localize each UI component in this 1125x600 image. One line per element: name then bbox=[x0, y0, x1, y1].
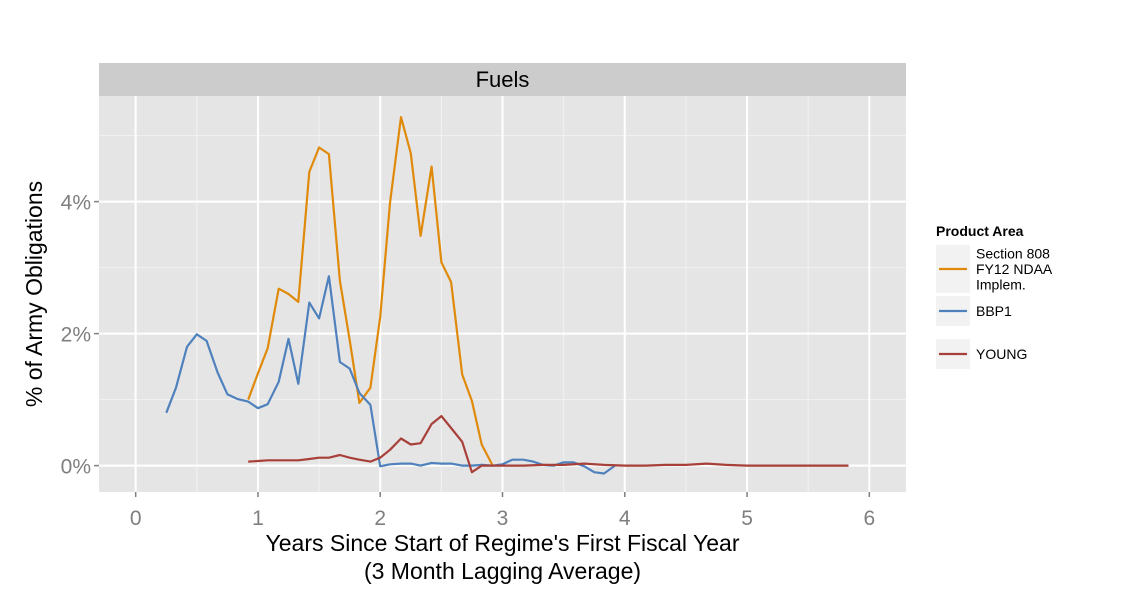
x-tick-label: 0 bbox=[130, 507, 142, 530]
series-line bbox=[248, 415, 849, 474]
y-tick-label: 2% bbox=[61, 324, 91, 347]
x-axis: 0 1 2 3 4 5 6 bbox=[130, 492, 875, 530]
x-tick-label: 3 bbox=[497, 507, 509, 530]
x-tick-label: 5 bbox=[741, 507, 753, 530]
series-line bbox=[247, 115, 494, 467]
x-axis-subtitle: (3 Month Lagging Average) bbox=[364, 558, 641, 584]
facet-strip-label: Fuels bbox=[476, 67, 530, 92]
legend-label: Implem. bbox=[976, 277, 1026, 293]
legend-title: Product Area bbox=[936, 223, 1024, 239]
facet-strip bbox=[99, 63, 906, 96]
legend-label: FY12 NDAA bbox=[976, 261, 1053, 277]
y-tick-label: 4% bbox=[61, 192, 91, 215]
x-tick-label: 2 bbox=[374, 507, 386, 530]
y-axis: 0% 2% 4% bbox=[61, 192, 99, 479]
y-tick-label: 0% bbox=[61, 456, 91, 479]
legend-label: Section 808 bbox=[976, 246, 1050, 262]
legend-label: BBP1 bbox=[976, 303, 1012, 319]
x-axis-title: Years Since Start of Regime's First Fisc… bbox=[266, 530, 740, 556]
x-tick-label: 6 bbox=[863, 507, 875, 530]
x-tick-label: 4 bbox=[619, 507, 631, 530]
series-line bbox=[165, 275, 616, 475]
major-gridlines bbox=[99, 96, 906, 492]
legend-label: YOUNG bbox=[976, 346, 1027, 362]
x-tick-label: 1 bbox=[252, 507, 264, 530]
series-lines bbox=[165, 115, 849, 475]
minor-gridlines bbox=[99, 96, 906, 492]
y-axis-title: % of Army Obligations bbox=[21, 181, 47, 407]
